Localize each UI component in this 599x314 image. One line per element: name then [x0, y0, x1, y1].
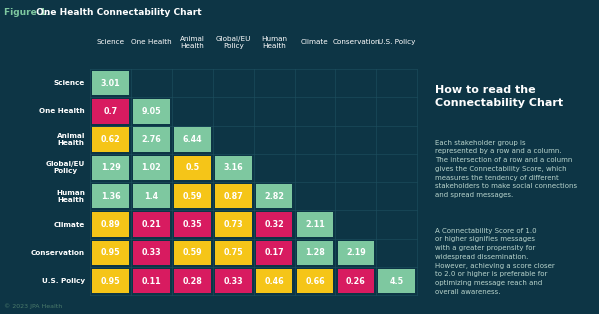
Bar — [92, 212, 129, 237]
Text: Conservation: Conservation — [332, 39, 380, 46]
Text: 0.59: 0.59 — [183, 192, 202, 201]
Text: 0.35: 0.35 — [183, 220, 202, 229]
Text: 0.11: 0.11 — [141, 277, 161, 285]
Bar — [92, 71, 129, 95]
Bar — [133, 269, 170, 293]
Text: 0.46: 0.46 — [264, 277, 284, 285]
Text: Science: Science — [54, 80, 85, 86]
Bar — [174, 269, 211, 293]
Text: 0.33: 0.33 — [223, 277, 243, 285]
Text: 0.95: 0.95 — [101, 248, 120, 257]
Bar — [133, 127, 170, 152]
Bar — [256, 241, 292, 265]
Bar — [92, 99, 129, 124]
Text: Each stakeholder group is
represented by a row and a column.
The intersection of: Each stakeholder group is represented by… — [435, 140, 577, 198]
Text: 0.28: 0.28 — [183, 277, 202, 285]
Bar — [337, 241, 374, 265]
Text: 1.29: 1.29 — [101, 164, 120, 172]
Bar — [133, 184, 170, 208]
Bar — [92, 269, 129, 293]
Bar — [174, 127, 211, 152]
Text: 2.19: 2.19 — [346, 248, 366, 257]
Text: 2.82: 2.82 — [264, 192, 284, 201]
Text: Animal
Health: Animal Health — [180, 36, 205, 49]
Bar — [215, 156, 252, 180]
Text: 2.11: 2.11 — [305, 220, 325, 229]
Text: Science: Science — [96, 39, 125, 46]
Text: 0.32: 0.32 — [264, 220, 284, 229]
Text: One Health: One Health — [40, 108, 85, 115]
Text: 0.59: 0.59 — [183, 248, 202, 257]
Text: 0.75: 0.75 — [223, 248, 243, 257]
Text: 0.89: 0.89 — [101, 220, 120, 229]
Bar — [92, 127, 129, 152]
Text: Climate: Climate — [54, 221, 85, 228]
Text: 0.73: 0.73 — [223, 220, 243, 229]
Text: U.S. Policy: U.S. Policy — [378, 39, 416, 46]
Bar — [297, 269, 333, 293]
Text: © 2023 JPA Health: © 2023 JPA Health — [4, 304, 62, 309]
Text: Animal
Health: Animal Health — [57, 133, 85, 146]
Text: 0.26: 0.26 — [346, 277, 366, 285]
Text: 1.02: 1.02 — [141, 164, 161, 172]
Text: 1.36: 1.36 — [101, 192, 120, 201]
Bar — [337, 269, 374, 293]
Bar — [379, 269, 415, 293]
Text: 0.66: 0.66 — [305, 277, 325, 285]
Text: 0.87: 0.87 — [223, 192, 243, 201]
Text: Human
Health: Human Health — [56, 190, 85, 203]
Text: Global/EU
Policy: Global/EU Policy — [216, 36, 251, 49]
Text: 1.28: 1.28 — [305, 248, 325, 257]
Bar — [215, 241, 252, 265]
Text: Figure 1:: Figure 1: — [4, 8, 50, 17]
Text: 2.76: 2.76 — [141, 135, 161, 144]
Text: 0.7: 0.7 — [104, 107, 117, 116]
Text: 0.5: 0.5 — [185, 164, 199, 172]
Bar — [297, 241, 333, 265]
Text: U.S. Policy: U.S. Policy — [42, 278, 85, 284]
Text: 3.01: 3.01 — [101, 79, 120, 88]
Bar — [133, 241, 170, 265]
Text: Human
Health: Human Health — [261, 36, 287, 49]
Text: 3.16: 3.16 — [223, 164, 243, 172]
Bar — [174, 212, 211, 237]
Bar — [215, 184, 252, 208]
Text: 0.17: 0.17 — [264, 248, 284, 257]
Bar — [256, 184, 292, 208]
Bar — [133, 99, 170, 124]
Bar — [256, 269, 292, 293]
Bar — [133, 156, 170, 180]
Bar — [174, 241, 211, 265]
Text: 0.21: 0.21 — [141, 220, 161, 229]
Bar — [174, 184, 211, 208]
Text: 4.5: 4.5 — [390, 277, 404, 285]
Text: Conservation: Conservation — [31, 250, 85, 256]
Text: One Health Connectability Chart: One Health Connectability Chart — [33, 8, 201, 17]
Bar — [174, 156, 211, 180]
Text: One Health: One Health — [131, 39, 172, 46]
Bar — [256, 212, 292, 237]
Bar — [297, 212, 333, 237]
Bar — [92, 184, 129, 208]
Bar — [133, 212, 170, 237]
Text: 0.33: 0.33 — [141, 248, 161, 257]
Text: 0.95: 0.95 — [101, 277, 120, 285]
Text: Climate: Climate — [301, 39, 329, 46]
Text: 9.05: 9.05 — [141, 107, 161, 116]
Bar — [92, 241, 129, 265]
Text: How to read the
Connectability Chart: How to read the Connectability Chart — [435, 85, 563, 108]
Text: 0.62: 0.62 — [101, 135, 120, 144]
Bar — [215, 212, 252, 237]
Text: 1.4: 1.4 — [144, 192, 159, 201]
Text: A Connectability Score of 1.0
or higher signifies messages
with a greater propen: A Connectability Score of 1.0 or higher … — [435, 228, 555, 295]
Text: Global/EU
Policy: Global/EU Policy — [46, 161, 85, 175]
Bar — [215, 269, 252, 293]
Bar — [92, 156, 129, 180]
Text: 6.44: 6.44 — [183, 135, 202, 144]
